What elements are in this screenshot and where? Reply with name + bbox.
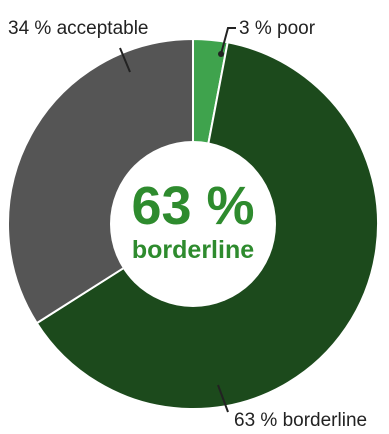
donut-hole <box>110 141 276 307</box>
leader-dot-poor <box>218 51 224 57</box>
center-label: borderline <box>132 236 254 264</box>
leader-line-poor <box>220 27 236 55</box>
slice-label-poor: 3 % poor <box>239 18 316 39</box>
slice-label-acceptable: 34 % acceptable <box>8 18 149 39</box>
center-value: 63 % <box>131 176 254 236</box>
slice-label-borderline: 63 % borderline <box>234 410 367 431</box>
leader-line-acceptable <box>119 47 131 73</box>
leader-line-borderline <box>217 384 229 413</box>
